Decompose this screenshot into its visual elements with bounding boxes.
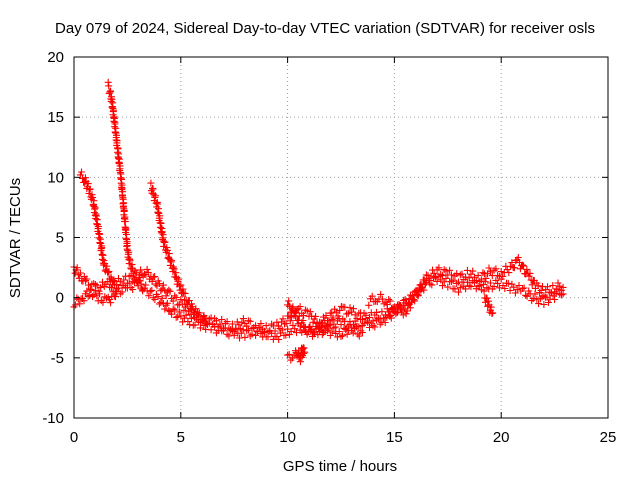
chart-title: Day 079 of 2024, Sidereal Day-to-day VTE…	[55, 20, 595, 37]
y-tick-label: 15	[47, 109, 64, 126]
series-markers	[480, 287, 497, 317]
x-tick-label: 0	[70, 429, 78, 446]
y-axis-label: SDTVAR / TECUs	[7, 178, 24, 298]
y-tick-label: 0	[56, 290, 64, 307]
y-tick-label: -5	[51, 350, 64, 367]
x-axis-label: GPS time / hours	[283, 458, 397, 475]
series-markers	[284, 297, 409, 338]
series-track-2	[104, 78, 146, 294]
series-track-8	[284, 344, 309, 366]
series-markers	[365, 254, 567, 319]
series-track-7	[284, 297, 409, 338]
series-track-6	[365, 254, 567, 319]
x-tick-label: 25	[600, 429, 617, 446]
x-tick-label: 5	[177, 429, 185, 446]
series-markers	[104, 78, 146, 294]
x-tick-label: 15	[386, 429, 403, 446]
series-markers	[284, 344, 309, 366]
y-tick-label: 5	[56, 230, 64, 247]
x-tick-label: 20	[493, 429, 510, 446]
y-tick-label: 20	[47, 49, 64, 66]
series-track-9	[480, 287, 497, 317]
y-tick-label: 10	[47, 169, 64, 186]
x-tick-label: 10	[279, 429, 296, 446]
axis-ticks: 0 5 10 15 20 25 -10 -5 0 5 10 15 20	[42, 49, 616, 446]
y-tick-label: -10	[42, 410, 64, 427]
